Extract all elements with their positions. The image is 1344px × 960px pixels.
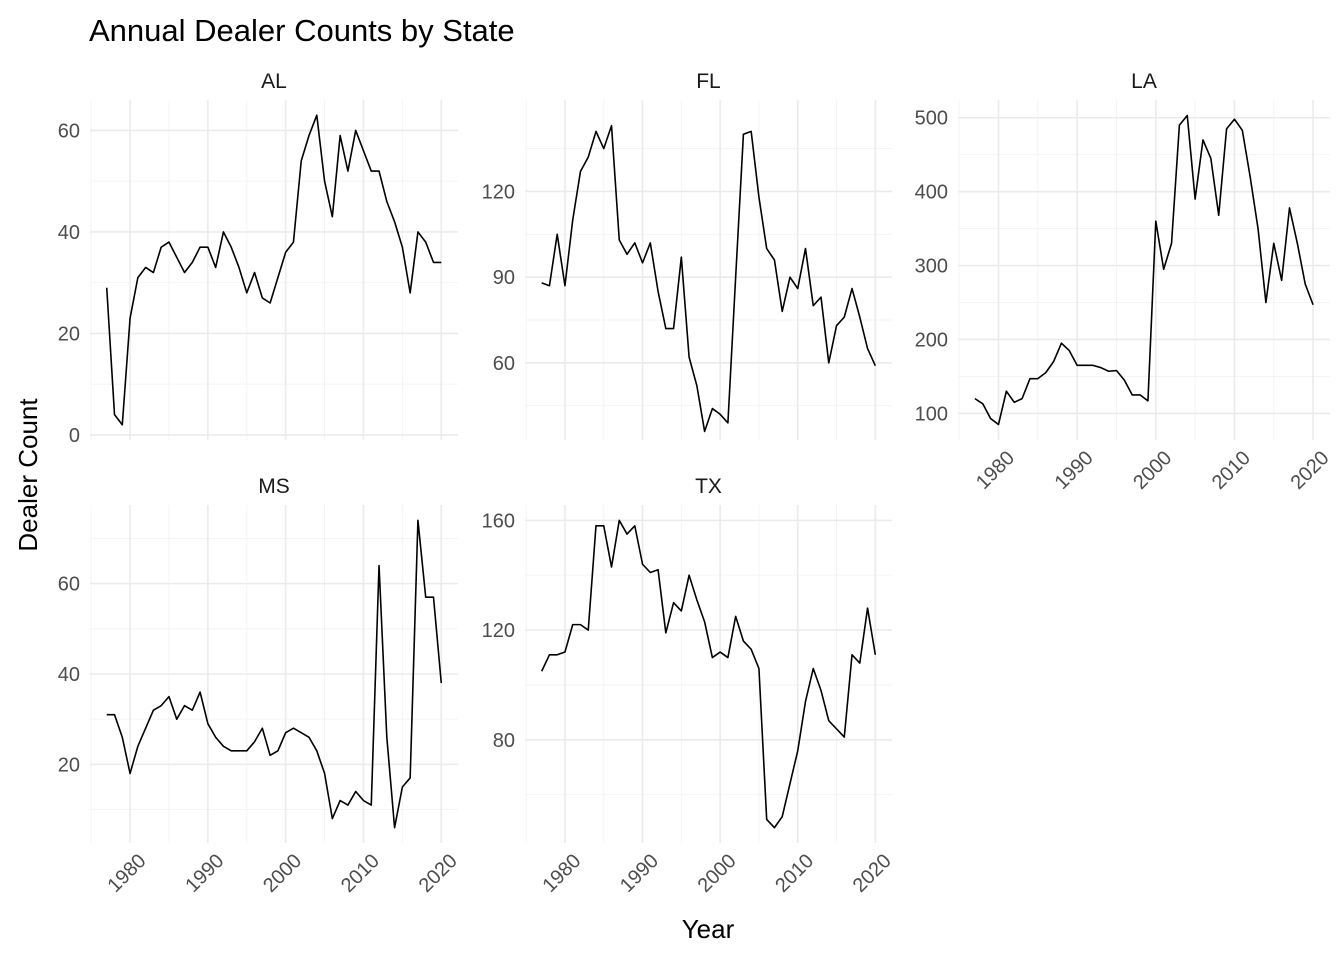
x-tick-label: 2010 — [337, 850, 384, 897]
facet-title: AL — [261, 70, 287, 93]
y-tick-label: 60 — [493, 353, 515, 375]
y-tick-label: 40 — [58, 664, 80, 686]
data-line — [106, 519, 443, 829]
y-axis-title: Dealer Count — [13, 398, 43, 552]
data-line — [541, 124, 877, 433]
data-line — [974, 114, 1314, 426]
data-line — [105, 114, 442, 426]
x-tick-label: 2010 — [771, 850, 818, 897]
y-tick-label: 500 — [915, 108, 948, 130]
x-tick-label: 2000 — [1129, 447, 1176, 494]
x-tick-label: 2000 — [259, 850, 306, 897]
x-tick-label: 2000 — [694, 850, 741, 897]
data-line — [540, 519, 877, 829]
x-axis-title: Year — [682, 914, 735, 944]
y-tick-label: 80 — [493, 730, 515, 752]
facet-title: LA — [1131, 70, 1157, 93]
facet-title: FL — [696, 70, 721, 93]
x-tick-label: 2020 — [849, 850, 896, 897]
y-tick-label: 100 — [915, 403, 948, 425]
x-tick-label: 1980 — [538, 850, 585, 897]
x-tick-label: 2010 — [1208, 447, 1255, 494]
x-tick-label: 1990 — [181, 850, 228, 897]
x-tick-label: 2020 — [415, 850, 462, 897]
y-tick-label: 160 — [482, 510, 515, 532]
y-tick-label: 40 — [58, 222, 80, 244]
y-tick-label: 60 — [58, 574, 80, 596]
y-tick-label: 400 — [915, 182, 948, 204]
y-tick-label: 20 — [58, 754, 80, 776]
y-tick-label: 300 — [915, 256, 948, 278]
y-tick-label: 60 — [58, 120, 80, 142]
facet-title: MS — [258, 475, 290, 498]
chart-title: Annual Dealer Counts by State — [89, 13, 515, 48]
y-tick-label: 120 — [482, 181, 515, 203]
y-tick-label: 90 — [493, 267, 515, 289]
y-tick-label: 20 — [58, 323, 80, 345]
x-tick-label: 1980 — [104, 850, 151, 897]
y-tick-label: 200 — [915, 329, 948, 351]
x-tick-label: 2020 — [1287, 447, 1334, 494]
x-tick-label: 1990 — [1051, 447, 1098, 494]
y-tick-label: 0 — [69, 425, 80, 447]
y-tick-label: 120 — [482, 620, 515, 642]
facet-title: TX — [695, 475, 722, 498]
x-tick-label: 1990 — [616, 850, 663, 897]
x-tick-label: 1980 — [972, 447, 1019, 494]
